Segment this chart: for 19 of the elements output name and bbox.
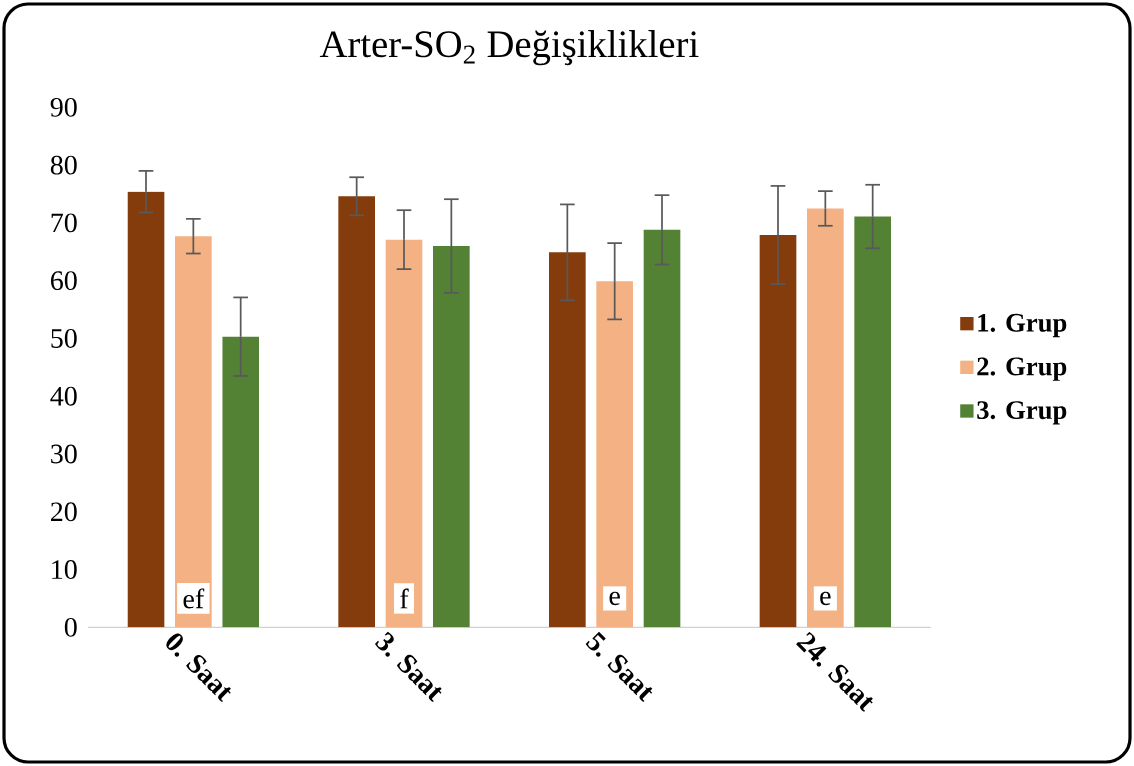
annotation: f — [400, 588, 409, 609]
y-tick-label: 20 — [51, 502, 77, 522]
y-tick-label: 70 — [51, 213, 77, 233]
annotation: e — [609, 591, 620, 606]
y-tick-label: 60 — [51, 271, 77, 291]
annotation: ef — [183, 588, 205, 609]
y-tick-label: 30 — [51, 444, 77, 464]
y-tick-label: 0 — [64, 617, 77, 637]
legend-label: 2. Grup — [977, 357, 1067, 381]
y-tick-label: 10 — [52, 560, 77, 579]
y-tick-label: 40 — [50, 386, 77, 406]
x-tick-label: 0. Saat — [166, 633, 231, 702]
legend-label: 3. Grup — [977, 401, 1067, 425]
annotation: e — [820, 591, 831, 606]
y-tick-label: 80 — [50, 155, 77, 175]
legend-label: 1. Grup — [978, 313, 1067, 338]
y-tick-label: 90 — [50, 97, 77, 117]
chart-title: Arter-SO$_{2}$ Değişiklikleri — [319, 30, 699, 66]
y-tick-label: 50 — [51, 329, 77, 348]
